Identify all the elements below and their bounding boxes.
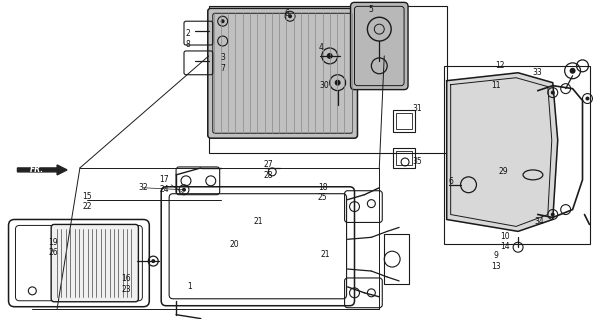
Text: 34: 34 [534,217,544,226]
Polygon shape [446,73,558,231]
Text: 35: 35 [412,157,422,166]
Text: 33: 33 [532,68,542,77]
Text: 10
14: 10 14 [501,232,510,251]
Text: 16
23: 16 23 [122,274,131,294]
Bar [209,6,446,153]
Circle shape [327,53,333,59]
Circle shape [585,97,589,100]
Bar [444,66,591,244]
FancyBboxPatch shape [350,2,408,90]
Text: 2
8: 2 8 [185,29,190,49]
Text: 3
7: 3 7 [221,53,225,73]
Text: 15
22: 15 22 [82,192,92,211]
Circle shape [221,19,225,23]
Bar [393,148,415,168]
Bar [384,234,409,284]
Text: FR.: FR. [30,165,44,174]
Text: 6: 6 [285,9,290,18]
Text: 30: 30 [320,81,330,90]
Text: 5: 5 [368,5,373,14]
Circle shape [551,91,555,95]
Polygon shape [17,165,67,175]
Circle shape [335,80,341,86]
Circle shape [551,212,555,217]
Circle shape [288,14,292,18]
Text: 18
25: 18 25 [318,183,328,203]
Text: 29: 29 [498,167,508,176]
Circle shape [182,188,186,192]
Text: 11: 11 [492,81,501,90]
FancyBboxPatch shape [51,224,138,302]
Text: 6: 6 [448,177,453,186]
Text: 31: 31 [412,104,422,113]
Text: 19
26: 19 26 [48,237,58,257]
Bar [396,113,412,129]
Text: 1: 1 [188,282,193,292]
Text: 4: 4 [318,44,323,52]
Text: 21: 21 [253,217,263,226]
Text: 20: 20 [229,240,240,249]
Bar [393,110,415,132]
Text: 9
13: 9 13 [492,252,501,271]
Text: 12: 12 [495,61,505,70]
FancyBboxPatch shape [208,8,358,138]
Text: 27
28: 27 28 [263,160,273,180]
Text: 32: 32 [138,183,148,192]
Circle shape [151,259,155,263]
Circle shape [570,68,576,74]
Text: 17
24: 17 24 [159,175,169,195]
Bar [396,151,412,165]
Text: 21: 21 [320,250,330,259]
